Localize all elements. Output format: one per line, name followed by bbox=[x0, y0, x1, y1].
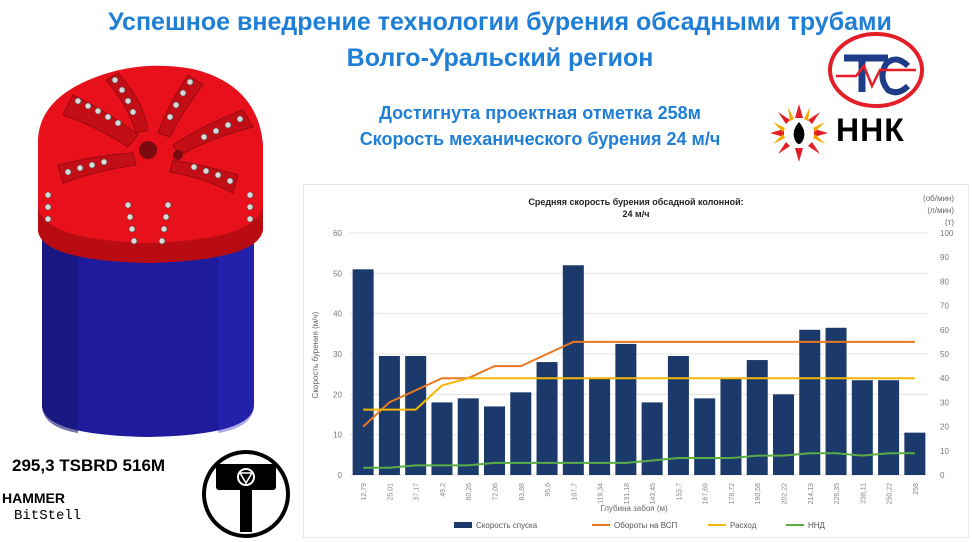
bar bbox=[483, 406, 506, 475]
legend-label: Скорость спуска bbox=[476, 521, 538, 530]
y-tick-label: 10 bbox=[333, 431, 342, 440]
legend-label: Обороты на ВСП bbox=[614, 521, 678, 530]
chart-panel: Средняя скорость бурения обсадной колонн… bbox=[304, 185, 968, 537]
y2-label-line1: (об/мин) bbox=[923, 194, 954, 203]
x-tick-label: 12,79 bbox=[361, 483, 368, 501]
bar bbox=[825, 327, 847, 475]
x-tick-label: 258 bbox=[913, 483, 920, 495]
y-axis-label: Скорость бурения (м/ч) bbox=[311, 311, 320, 398]
x-tick-label: 155,7 bbox=[676, 483, 683, 501]
bar bbox=[641, 402, 663, 475]
y-tick-label: 0 bbox=[338, 471, 343, 480]
x-tick-label: 214,19 bbox=[808, 483, 815, 505]
y2-tick-label: 30 bbox=[940, 398, 949, 407]
series-line bbox=[363, 377, 915, 411]
drill-bit-image bbox=[37, 65, 263, 437]
x-tick-label: 167,69 bbox=[703, 483, 710, 505]
y-tick-label: 20 bbox=[333, 390, 342, 399]
nnk-logo-text: ННК bbox=[836, 112, 905, 148]
y2-tick-label: 20 bbox=[940, 423, 949, 432]
x-tick-label: 72,06 bbox=[493, 483, 500, 501]
x-tick-label: 178,72 bbox=[729, 483, 736, 505]
x-tick-label: 238,11 bbox=[860, 483, 867, 504]
bar bbox=[694, 398, 716, 475]
bar bbox=[799, 329, 821, 475]
legend-label: ННД bbox=[808, 521, 826, 530]
bar bbox=[720, 378, 742, 475]
bar bbox=[615, 343, 637, 475]
slide-title-line2: Волго-Уральский регион bbox=[346, 44, 654, 72]
y2-tick-label: 0 bbox=[940, 471, 945, 480]
bar bbox=[457, 398, 479, 475]
y2-tick-label: 90 bbox=[940, 253, 949, 262]
y-tick-label: 50 bbox=[333, 269, 342, 278]
bar bbox=[405, 356, 427, 475]
drilling-speed-chart: Средняя скорость бурения обсадной колонн… bbox=[311, 194, 954, 530]
y-tick-label: 60 bbox=[333, 229, 342, 238]
bar bbox=[878, 380, 900, 475]
bar bbox=[851, 380, 873, 475]
x-tick-label: 190,58 bbox=[755, 483, 762, 505]
subtitle-line2: Скорость механического бурения 24 м/ч bbox=[359, 129, 721, 149]
y2-tick-label: 80 bbox=[940, 277, 949, 286]
bar bbox=[378, 356, 400, 475]
bar bbox=[772, 394, 795, 475]
y2-label-line2: (л/мин) bbox=[927, 206, 954, 215]
ts-logo bbox=[828, 32, 924, 108]
x-axis-label: Глубина забоя (м) bbox=[600, 504, 668, 513]
x-tick-label: 226,35 bbox=[834, 483, 841, 505]
legend-label: Расход bbox=[730, 521, 757, 530]
x-tick-label: 143,45 bbox=[650, 483, 657, 505]
bar bbox=[746, 360, 768, 475]
x-tick-label: 83,88 bbox=[519, 483, 526, 501]
x-tick-label: 60,26 bbox=[466, 483, 473, 501]
subtitle-line1: Достигнута проектная отметка 258м bbox=[379, 103, 701, 123]
y2-tick-label: 10 bbox=[940, 447, 949, 456]
y-tick-label: 40 bbox=[333, 310, 342, 319]
x-tick-label: 250,22 bbox=[887, 483, 894, 505]
series-line bbox=[363, 452, 915, 469]
x-tick-label: 202,22 bbox=[782, 483, 789, 505]
x-tick-label: 37,17 bbox=[414, 483, 421, 501]
chart-title-line1: Средняя скорость бурения обсадной колонн… bbox=[528, 197, 743, 207]
y2-tick-label: 70 bbox=[940, 302, 949, 311]
bar bbox=[562, 265, 584, 475]
y2-tick-label: 60 bbox=[940, 326, 949, 335]
chart-title-line2: 24 м/ч bbox=[623, 209, 650, 219]
bit-model-label: 295,3 TSBRD 516M bbox=[12, 456, 166, 475]
hammer-brand-line1: HAMMER bbox=[2, 490, 65, 506]
bar bbox=[589, 378, 611, 475]
x-tick-label: 107,7 bbox=[571, 483, 578, 501]
bar bbox=[431, 402, 453, 475]
series-line bbox=[362, 340, 915, 428]
y2-tick-label: 40 bbox=[940, 374, 949, 383]
nnk-flame-logo bbox=[770, 104, 828, 162]
bar bbox=[510, 392, 532, 475]
y2-label-line3: (т) bbox=[945, 218, 954, 227]
y2-tick-label: 50 bbox=[940, 350, 949, 359]
hammer-brand-line2: BitStell bbox=[14, 508, 82, 524]
x-tick-label: 131,18 bbox=[624, 483, 631, 505]
y2-tick-label: 100 bbox=[940, 229, 954, 238]
x-tick-label: 95,6 bbox=[545, 483, 552, 497]
x-tick-label: 119,34 bbox=[598, 483, 605, 504]
bar bbox=[667, 356, 689, 475]
x-tick-label: 25,01 bbox=[387, 483, 394, 501]
bar bbox=[536, 362, 558, 475]
bar bbox=[352, 269, 374, 475]
y-tick-label: 30 bbox=[333, 350, 342, 359]
hammer-logo bbox=[202, 450, 290, 538]
x-tick-label: 49,2 bbox=[440, 483, 447, 497]
legend-swatch bbox=[454, 522, 472, 528]
slide-title-line1: Успешное внедрение технологии бурения об… bbox=[108, 8, 892, 36]
